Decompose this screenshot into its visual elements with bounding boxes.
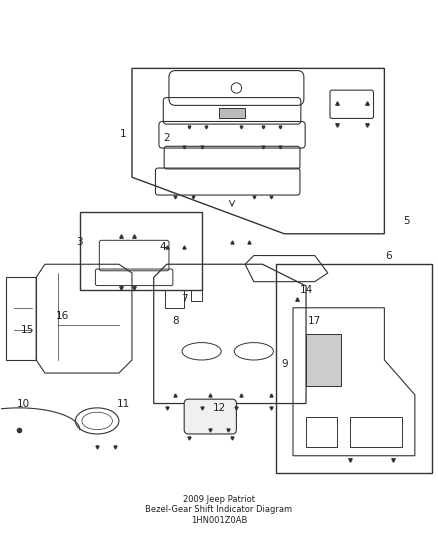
Text: 2009 Jeep Patriot
Bezel-Gear Shift Indicator Diagram
1HN001Z0AB: 2009 Jeep Patriot Bezel-Gear Shift Indic…	[145, 495, 293, 524]
Text: 9: 9	[281, 359, 288, 369]
Text: 10: 10	[17, 399, 30, 408]
Text: 16: 16	[56, 311, 69, 321]
Text: 12: 12	[212, 403, 226, 413]
Text: 7: 7	[181, 294, 187, 304]
Bar	[219, 108, 245, 118]
Text: 4: 4	[159, 242, 166, 252]
Bar	[306, 334, 341, 386]
Bar	[191, 290, 201, 301]
Bar	[350, 417, 402, 447]
Text: 3: 3	[76, 238, 83, 247]
Text: 8: 8	[172, 316, 179, 326]
Text: 17: 17	[308, 316, 321, 326]
Text: 6: 6	[385, 251, 392, 261]
Text: 5: 5	[403, 216, 410, 226]
Bar	[306, 417, 336, 447]
Text: 11: 11	[117, 399, 130, 408]
FancyBboxPatch shape	[184, 399, 237, 434]
Bar	[165, 290, 184, 308]
Text: 2: 2	[163, 133, 170, 143]
Text: 15: 15	[21, 325, 34, 335]
Text: 14: 14	[300, 285, 313, 295]
Bar	[80, 212, 201, 290]
Text: 1: 1	[120, 128, 127, 139]
